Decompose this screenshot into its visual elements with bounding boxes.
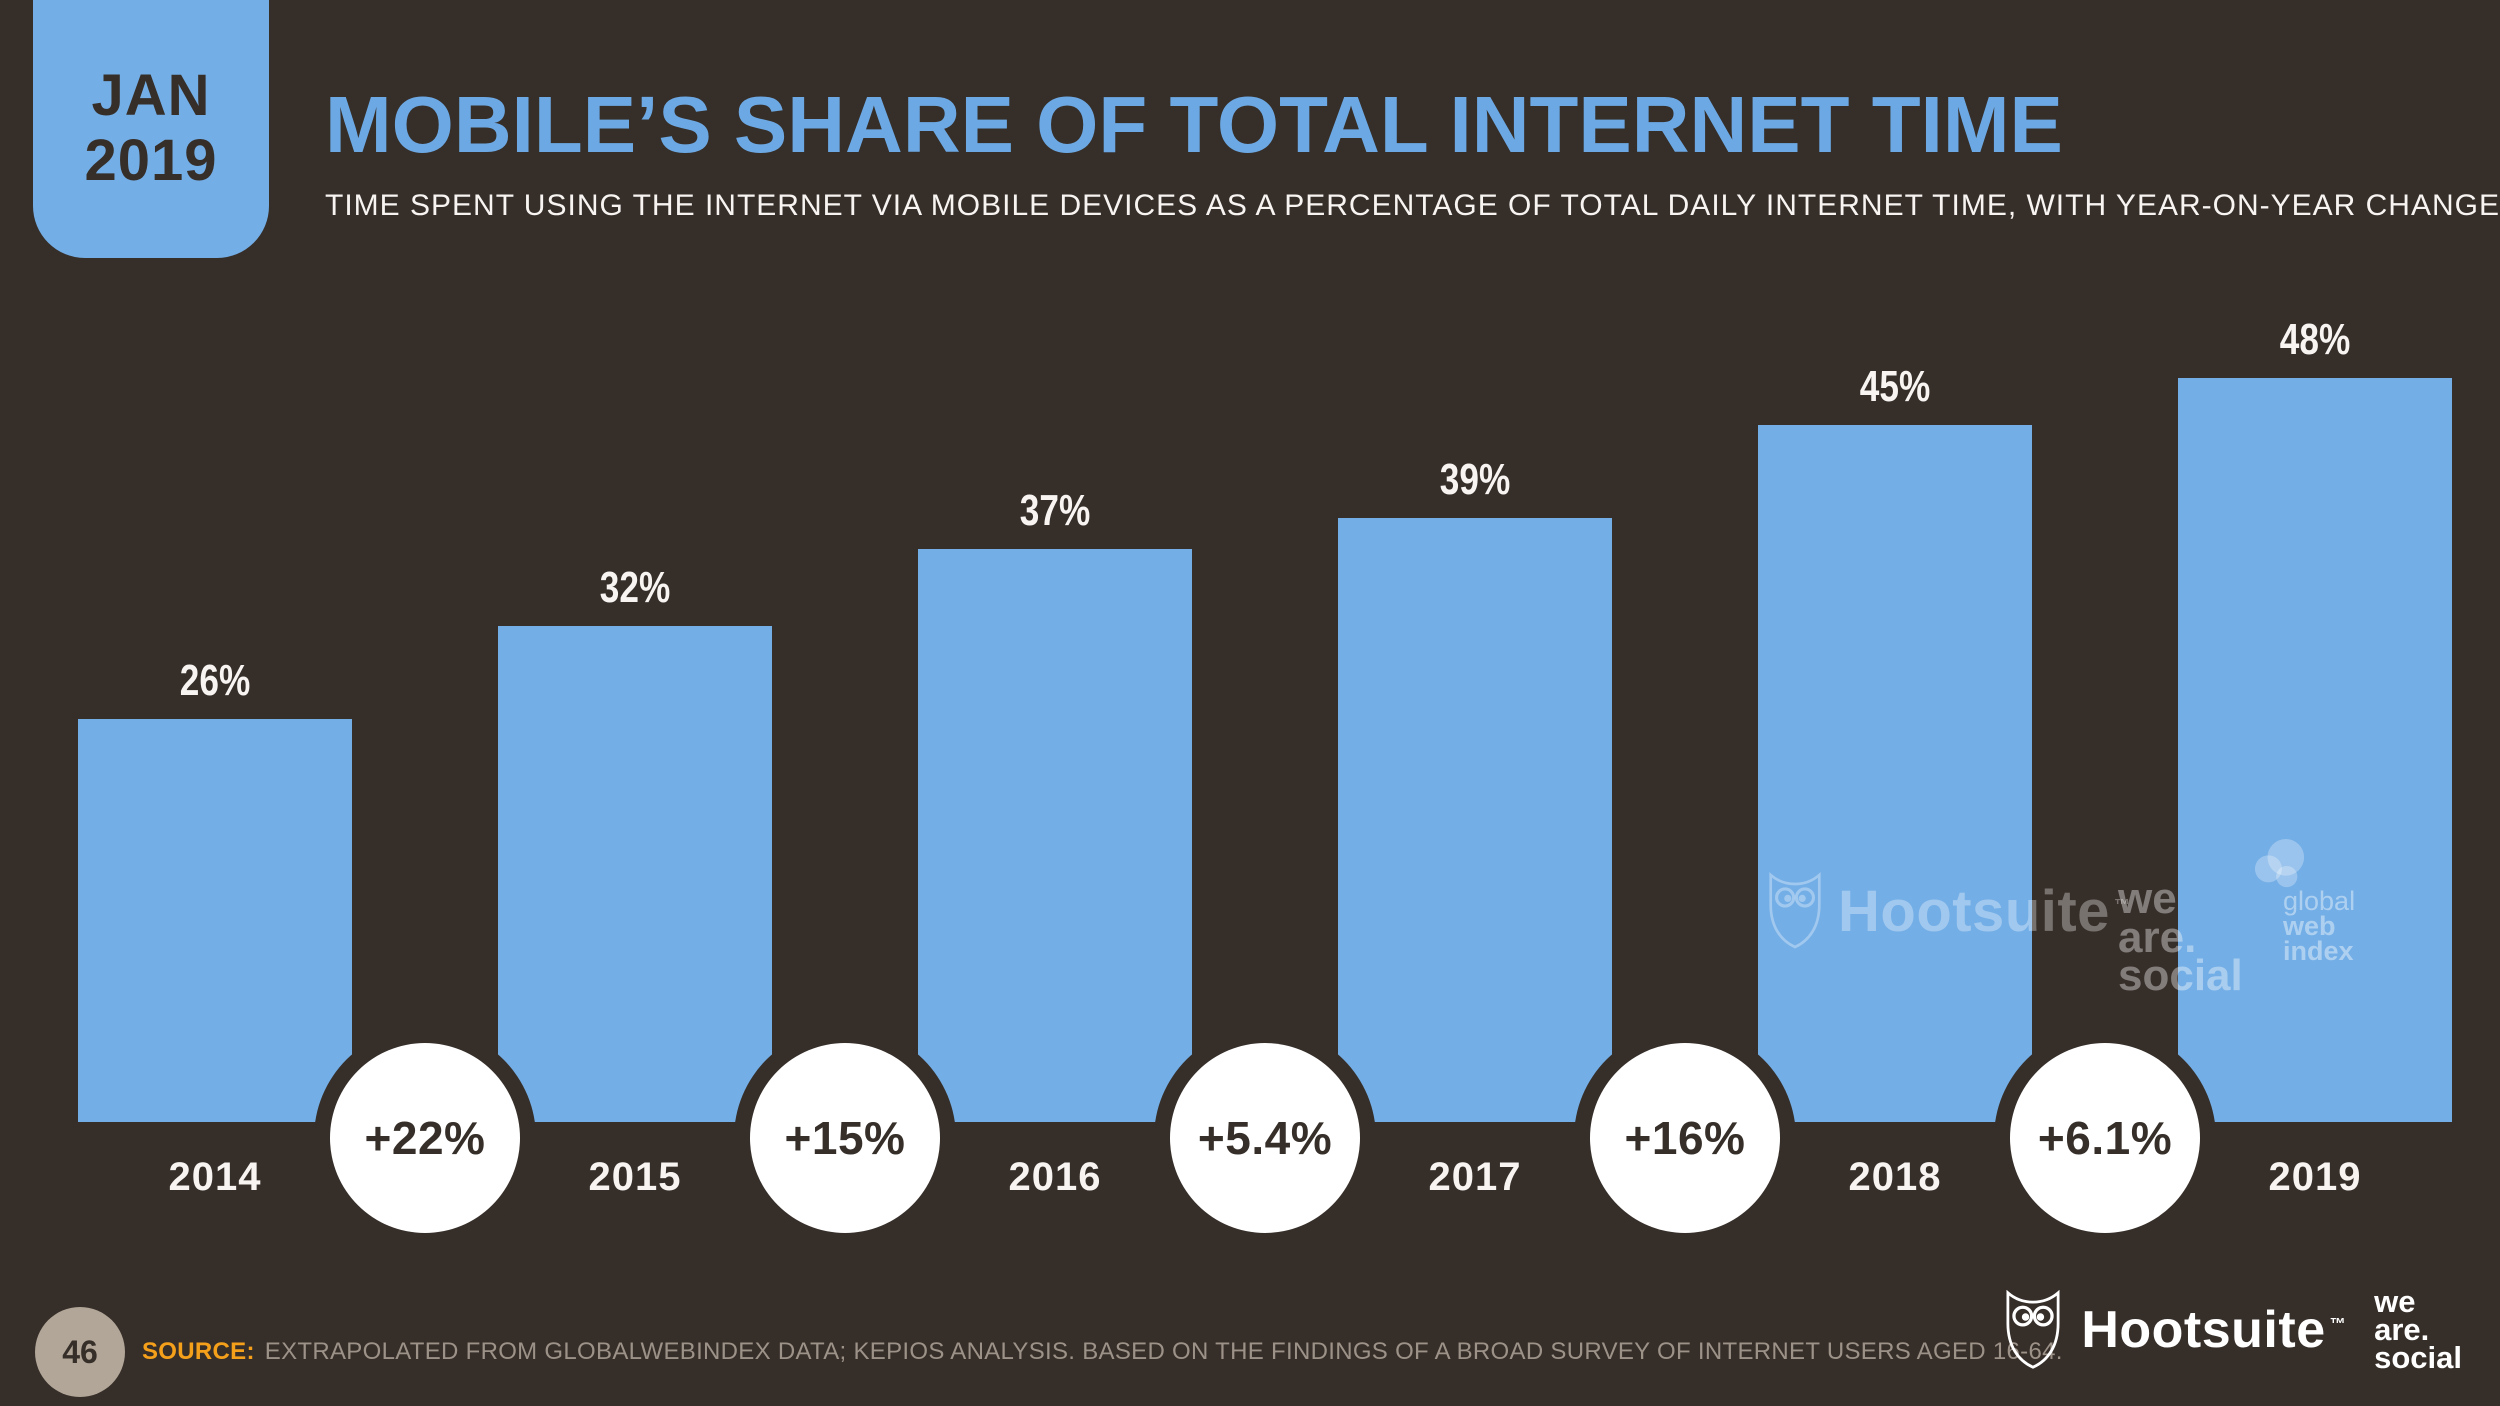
we-are-social-logo: we are. social bbox=[2374, 1284, 2462, 1375]
watermark-gwi-text: global web index bbox=[2283, 886, 2393, 966]
watermark-hootsuite-text: Hootsuite ™ bbox=[1838, 878, 2131, 944]
bar-column-2017: 39% 2017 bbox=[1338, 454, 1612, 1197]
source-line: SOURCE: EXTRAPOLATED FROM GLOBALWEBINDEX … bbox=[142, 1338, 2063, 1366]
watermark-gwi-line: web bbox=[2283, 910, 2336, 941]
bar-column-2018: 45% 2018 bbox=[1758, 361, 2032, 1197]
bar-2016 bbox=[918, 548, 1192, 1122]
yoy-change-badge: +5.4% bbox=[1170, 1043, 1360, 1233]
watermark-gwi-line: index bbox=[2283, 935, 2354, 966]
was-line: we bbox=[2374, 1284, 2416, 1319]
x-axis-label: 2015 bbox=[588, 1155, 682, 1199]
bar-column-2016: 37% 2016 bbox=[918, 485, 1192, 1197]
bar-value-label: 48% bbox=[2279, 315, 2351, 364]
date-badge: JAN 2019 bbox=[33, 0, 269, 258]
bar-2017 bbox=[1338, 517, 1612, 1122]
footer-logos: Hootsuite ™ we are. social bbox=[2005, 1284, 2462, 1375]
bar-value-label: 26% bbox=[179, 656, 251, 705]
x-axis-label: 2017 bbox=[1428, 1155, 1522, 1199]
bar-2019 bbox=[2178, 378, 2452, 1122]
bar-2014 bbox=[78, 719, 352, 1122]
was-line: are. bbox=[2374, 1311, 2430, 1347]
bar-value-label: 37% bbox=[1019, 485, 1091, 535]
watermark-globalwebindex: global web index bbox=[2253, 838, 2393, 966]
x-axis-label: 2014 bbox=[168, 1155, 262, 1199]
bar-column-2014: 26% 2014 bbox=[78, 656, 352, 1197]
bar-value-label: 39% bbox=[1439, 454, 1511, 504]
globalwebindex-icon bbox=[2254, 838, 2305, 888]
page-title: MOBILE’S SHARE OF TOTAL INTERNET TIME bbox=[325, 80, 2063, 169]
yoy-change-badge: +6.1% bbox=[2010, 1043, 2200, 1233]
page-number: 46 bbox=[62, 1333, 98, 1370]
watermark-was-line: social bbox=[2118, 951, 2243, 1001]
header: MOBILE’S SHARE OF TOTAL INTERNET TIME TI… bbox=[325, 85, 2500, 223]
yoy-change-value: +15% bbox=[784, 1112, 906, 1164]
yoy-change-value: +5.4% bbox=[1197, 1112, 1333, 1164]
page-number-badge: 46 bbox=[35, 1307, 125, 1397]
trademark-symbol: ™ bbox=[2329, 1315, 2347, 1333]
bar-value-label: 45% bbox=[1859, 361, 1931, 411]
source-label: SOURCE: bbox=[142, 1338, 255, 1365]
watermark-hootsuite: Hootsuite ™ bbox=[1768, 872, 2130, 950]
bar-2015 bbox=[498, 626, 772, 1122]
hootsuite-owl-icon bbox=[1769, 872, 1821, 949]
yoy-change-value: +6.1% bbox=[2037, 1112, 2173, 1164]
trademark-symbol: ™ bbox=[2113, 897, 2131, 915]
badge-month: JAN bbox=[91, 63, 211, 129]
yoy-change-badge: +15% bbox=[750, 1043, 940, 1233]
x-axis-label: 2019 bbox=[2268, 1155, 2362, 1199]
page-subtitle: TIME SPENT USING THE INTERNET VIA MOBILE… bbox=[325, 189, 2500, 222]
hootsuite-owl-icon bbox=[2006, 1289, 2060, 1369]
source-text: EXTRAPOLATED FROM GLOBALWEBINDEX DATA; K… bbox=[264, 1338, 2063, 1365]
badge-year: 2019 bbox=[84, 128, 218, 193]
yoy-change-value: +16% bbox=[1624, 1112, 1746, 1164]
yoy-change-value: +22% bbox=[364, 1112, 486, 1164]
watermark-we-are-social: we are. social bbox=[2118, 874, 2243, 1001]
x-axis-label: 2016 bbox=[1008, 1155, 1102, 1199]
yoy-change-badge: +22% bbox=[330, 1043, 520, 1233]
bar-column-2019: 48% 2019 bbox=[2178, 315, 2452, 1197]
watermark-was-line: we bbox=[2118, 874, 2177, 923]
watermark-gwi-line: global bbox=[2283, 886, 2356, 916]
was-line: social bbox=[2374, 1339, 2462, 1375]
bar-column-2015: 32% 2015 bbox=[498, 563, 772, 1197]
x-axis-label: 2018 bbox=[1848, 1155, 1942, 1199]
yoy-change-badge: +16% bbox=[1590, 1043, 1780, 1233]
watermark-was-line: are. bbox=[2118, 912, 2197, 962]
bar-value-label: 32% bbox=[599, 563, 671, 612]
bar-2018 bbox=[1758, 424, 2032, 1122]
hootsuite-logo-text: Hootsuite ™ bbox=[2081, 1300, 2347, 1359]
